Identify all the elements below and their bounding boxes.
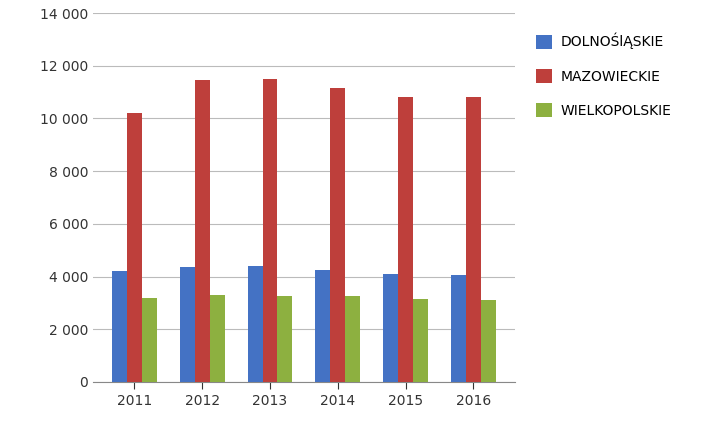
Bar xyxy=(413,299,428,382)
Bar xyxy=(262,79,277,382)
Legend: DOLNOŚlĄSKIE, MAZOWIECKIE, WIELKOPOLSKIE: DOLNOŚlĄSKIE, MAZOWIECKIE, WIELKOPOLSKIE xyxy=(531,27,677,123)
Bar xyxy=(209,295,225,382)
Bar xyxy=(247,266,262,382)
Bar xyxy=(383,274,398,382)
Bar xyxy=(315,270,330,382)
Bar xyxy=(194,80,209,382)
Bar xyxy=(277,296,292,382)
Bar xyxy=(465,97,480,382)
Bar xyxy=(180,267,194,382)
Bar xyxy=(330,88,345,382)
Bar xyxy=(142,298,157,382)
Bar xyxy=(451,275,465,382)
Bar xyxy=(127,113,142,382)
Bar xyxy=(480,300,495,382)
Bar xyxy=(112,271,127,382)
Bar xyxy=(398,97,413,382)
Bar xyxy=(345,296,360,382)
